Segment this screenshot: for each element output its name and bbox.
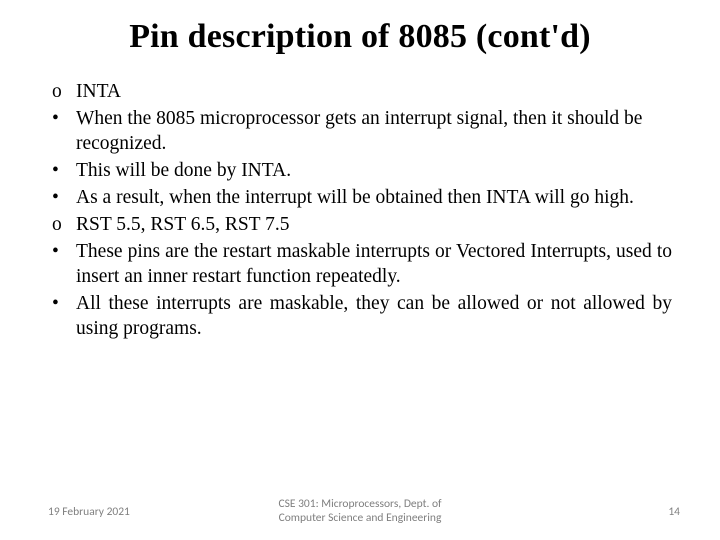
list-text: INTA	[76, 80, 672, 105]
footer-course-line2: Computer Science and Engineering	[279, 511, 442, 525]
footer-page-number: 14	[668, 505, 680, 519]
footer-date: 19 February 2021	[48, 505, 130, 519]
list-item: • All these interrupts are maskable, the…	[48, 292, 672, 342]
list-text: This will be done by INTA.	[76, 159, 672, 184]
list-item: • When the 8085 microprocessor gets an i…	[48, 107, 672, 157]
list-marker: •	[48, 240, 76, 290]
bullet-list: o INTA • When the 8085 microprocessor ge…	[48, 80, 672, 342]
list-item: • This will be done by INTA.	[48, 159, 672, 184]
list-marker: •	[48, 159, 76, 184]
list-marker: •	[48, 186, 76, 211]
footer: 19 February 2021 CSE 301: Microprocessor…	[0, 498, 720, 526]
list-item: o RST 5.5, RST 6.5, RST 7.5	[48, 213, 672, 238]
list-text: As a result, when the interrupt will be …	[76, 186, 672, 211]
slide-title: Pin description of 8085 (cont'd)	[48, 18, 672, 56]
list-item: o INTA	[48, 80, 672, 105]
list-marker: •	[48, 107, 76, 157]
footer-course-line1: CSE 301: Microprocessors, Dept. of	[278, 497, 441, 511]
list-text: RST 5.5, RST 6.5, RST 7.5	[76, 213, 672, 238]
list-text: When the 8085 microprocessor gets an int…	[76, 107, 672, 157]
list-marker: o	[48, 80, 76, 105]
list-marker: •	[48, 292, 76, 342]
list-text: These pins are the restart maskable inte…	[76, 240, 672, 290]
list-item: • As a result, when the interrupt will b…	[48, 186, 672, 211]
list-marker: o	[48, 213, 76, 238]
list-item: • These pins are the restart maskable in…	[48, 240, 672, 290]
slide: Pin description of 8085 (cont'd) o INTA …	[0, 0, 720, 540]
list-text: All these interrupts are maskable, they …	[76, 292, 672, 342]
